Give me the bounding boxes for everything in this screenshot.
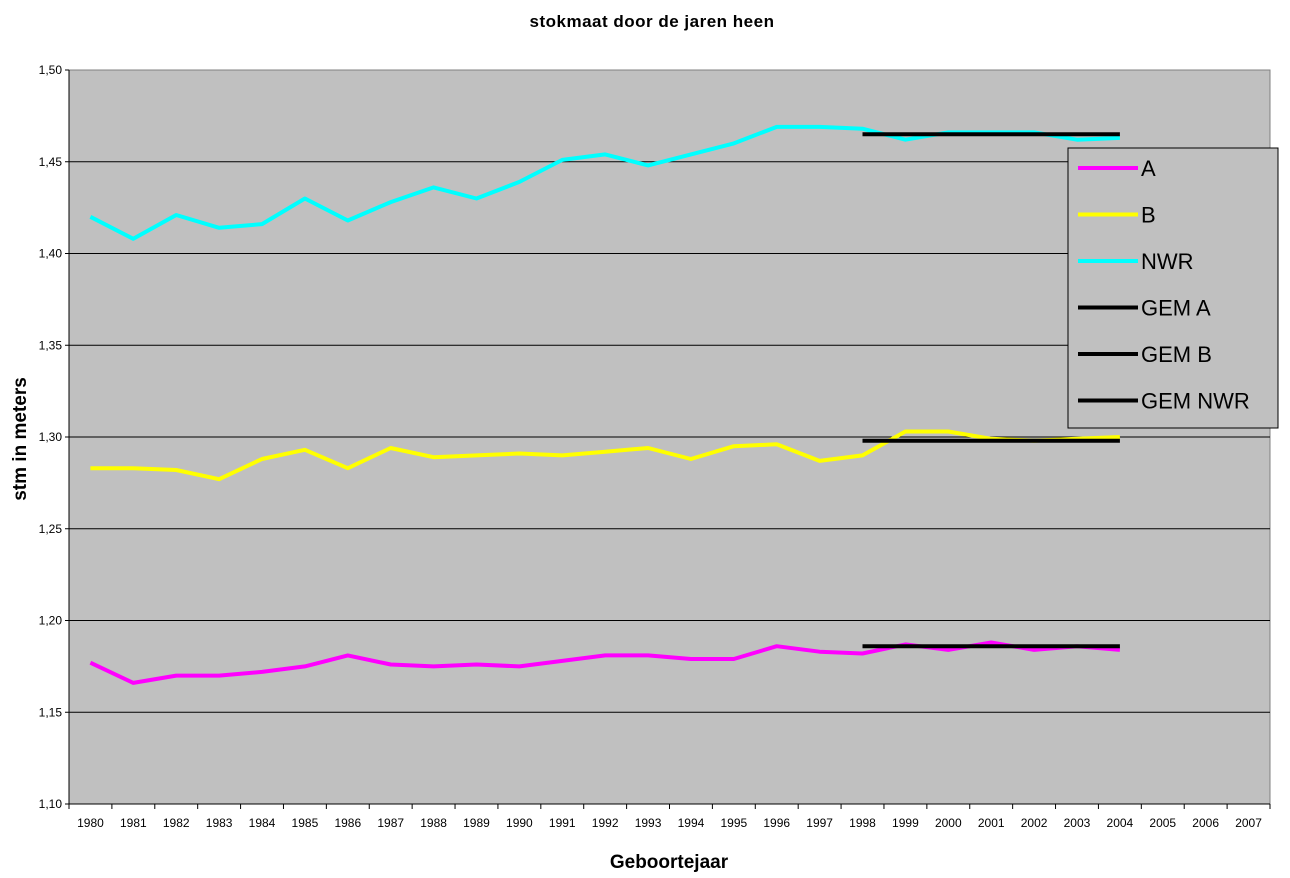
y-tick-label: 1,20: [39, 614, 63, 628]
legend-label: A: [1141, 156, 1156, 181]
x-axis-ticks: 1980 1981 1982 1983 1984 1985 1986 1987 1988 1989…: [68, 803, 1271, 830]
y-axis-ticks: 1,10 1,15 1,20 1,25 1,30 1,35 1,40 1,45 1,50: [39, 63, 70, 811]
x-axis-title: Geboortejaar: [610, 852, 729, 873]
y-tick-label: 1,25: [39, 522, 63, 536]
x-tick-label: 1984: [249, 816, 276, 830]
x-tick-label: 1980: [77, 816, 104, 830]
x-tick-label: 1981: [120, 816, 147, 830]
x-tick-label: 1996: [763, 816, 790, 830]
legend-box: [1067, 147, 1279, 429]
x-tick-label: 2007: [1235, 816, 1262, 830]
chart-title: stokmaat door de jaren heen: [530, 12, 775, 31]
x-tick-label: 1994: [678, 816, 705, 830]
y-tick-label: 1,10: [39, 797, 63, 811]
x-tick-label: 1992: [592, 816, 619, 830]
x-tick-label: 1991: [549, 816, 576, 830]
x-tick-label: 2004: [1107, 816, 1134, 830]
x-tick-label: 2001: [978, 816, 1005, 830]
x-tick-label: 1998: [849, 816, 876, 830]
x-tick-label: 1990: [506, 816, 533, 830]
y-tick-label: 1,30: [39, 430, 63, 444]
y-tick-label: 1,15: [39, 705, 63, 719]
y-axis-title: stm in meters: [10, 377, 31, 501]
x-tick-label: 1997: [806, 816, 833, 830]
legend-label: GEM B: [1141, 342, 1212, 367]
x-tick-label: 2002: [1021, 816, 1048, 830]
x-tick-label: 1983: [206, 816, 233, 830]
x-tick-label: 1987: [377, 816, 404, 830]
legend-label: GEM NWR: [1141, 389, 1250, 414]
legend-label: NWR: [1141, 249, 1194, 274]
y-tick-label: 1,50: [39, 63, 63, 77]
x-tick-label: 2005: [1149, 816, 1176, 830]
y-tick-label: 1,45: [39, 155, 63, 169]
series-lines: [89, 124, 1121, 685]
x-tick-label: 1982: [163, 816, 190, 830]
series-line-b: [90, 429, 1120, 482]
x-tick-label: 1993: [635, 816, 662, 830]
x-tick-label: 2000: [935, 816, 962, 830]
x-tick-label: 1999: [892, 816, 919, 830]
x-tick-label: 2006: [1192, 816, 1219, 830]
x-tick-label: 1988: [420, 816, 447, 830]
x-tick-label: 1989: [463, 816, 490, 830]
series-line-a: [89, 640, 1121, 685]
y-tick-label: 1,35: [39, 338, 63, 352]
x-tick-label: 2003: [1064, 816, 1091, 830]
legend: AB NWR GEM A GEM B GEM NWR: [1067, 147, 1279, 429]
y-tick-label: 1,40: [39, 247, 63, 261]
legend-label: B: [1141, 203, 1156, 228]
x-tick-label: 1995: [720, 816, 747, 830]
x-tick-label: 1985: [292, 816, 319, 830]
legend-label: GEM A: [1141, 296, 1211, 321]
x-tick-label: 1986: [334, 816, 361, 830]
